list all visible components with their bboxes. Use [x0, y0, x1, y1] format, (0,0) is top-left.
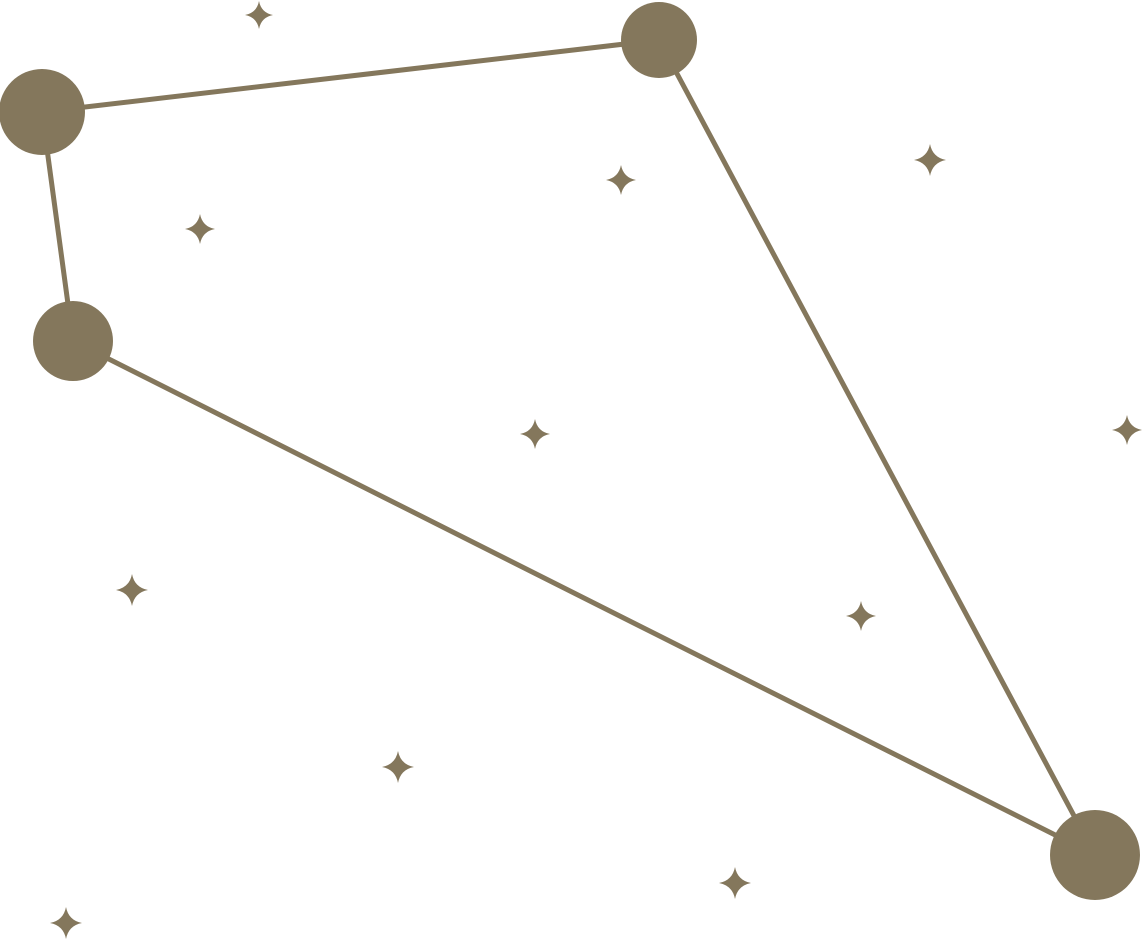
sparkle-star-icon	[914, 144, 946, 176]
constellation-line	[70, 338, 1098, 858]
sparkle-star-icon	[719, 867, 751, 899]
sparkle-star-icon	[1112, 415, 1142, 445]
background-sparkles	[50, 1, 1142, 939]
sparkle-star-icon	[245, 1, 273, 29]
major-star-icon	[33, 301, 113, 381]
constellation-stars	[0, 2, 1140, 900]
sparkle-star-icon	[116, 574, 148, 606]
constellation-line	[39, 37, 662, 115]
sparkle-star-icon	[185, 214, 215, 244]
sparkle-star-icon	[520, 419, 550, 449]
major-star-icon	[1050, 810, 1140, 900]
sparkle-star-icon	[382, 751, 414, 783]
sparkle-star-icon	[50, 907, 82, 939]
major-star-icon	[621, 2, 697, 78]
sparkle-star-icon	[606, 165, 636, 195]
sparkle-star-icon	[846, 601, 876, 631]
constellation-line	[656, 37, 1098, 858]
major-star-icon	[0, 69, 85, 155]
